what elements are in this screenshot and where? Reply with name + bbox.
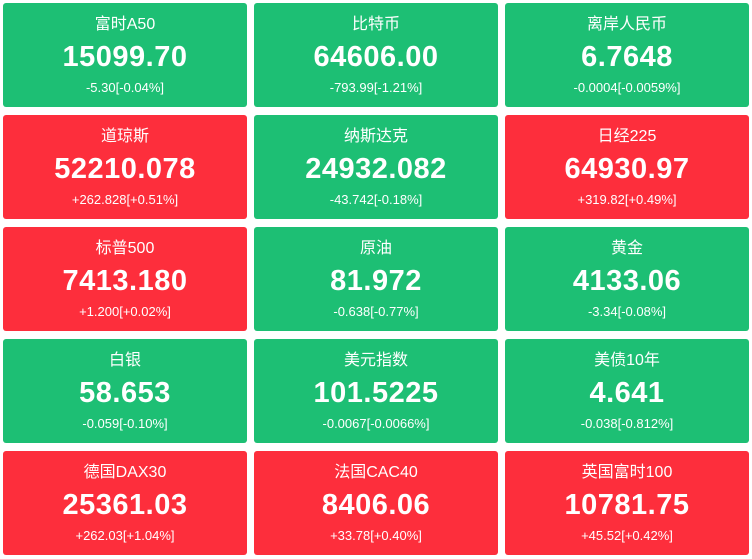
- market-change: +262.03[+1.04%]: [75, 528, 175, 543]
- market-price: 25361.03: [62, 489, 188, 521]
- market-price: 81.972: [330, 265, 422, 297]
- market-tile[interactable]: 比特币 64606.00 -793.99[-1.21%]: [254, 3, 498, 107]
- market-change: +319.82[+0.49%]: [577, 192, 677, 207]
- market-tile[interactable]: 标普500 7413.180 +1.200[+0.02%]: [3, 227, 247, 331]
- market-price: 101.5225: [313, 377, 439, 409]
- market-change: +33.78[+0.40%]: [330, 528, 422, 543]
- market-tile[interactable]: 美债10年 4.641 -0.038[-0.812%]: [505, 339, 749, 443]
- market-name: 黄金: [610, 240, 643, 257]
- market-name: 富时A50: [94, 16, 156, 33]
- market-tile[interactable]: 黄金 4133.06 -3.34[-0.08%]: [505, 227, 749, 331]
- market-tile[interactable]: 纳斯达克 24932.082 -43.742[-0.18%]: [254, 115, 498, 219]
- market-tile[interactable]: 富时A50 15099.70 -5.30[-0.04%]: [3, 3, 247, 107]
- market-change: +262.828[+0.51%]: [71, 192, 179, 207]
- market-name: 白银: [108, 352, 141, 369]
- market-change: -0.059[-0.10%]: [82, 416, 168, 431]
- market-tile[interactable]: 原油 81.972 -0.638[-0.77%]: [254, 227, 498, 331]
- market-name: 纳斯达克: [343, 128, 408, 145]
- market-change: -0.038[-0.812%]: [580, 416, 674, 431]
- market-change: -0.0004[-0.0059%]: [573, 80, 681, 95]
- market-tile[interactable]: 英国富时100 10781.75 +45.52[+0.42%]: [505, 451, 749, 555]
- market-name: 道琼斯: [100, 128, 149, 145]
- market-name: 英国富时100: [581, 464, 673, 481]
- market-name: 美元指数: [343, 352, 408, 369]
- market-change: -5.30[-0.04%]: [85, 80, 165, 95]
- market-tile[interactable]: 德国DAX30 25361.03 +262.03[+1.04%]: [3, 451, 247, 555]
- market-name: 德国DAX30: [83, 464, 167, 481]
- market-price: 24932.082: [305, 153, 447, 185]
- market-tile[interactable]: 道琼斯 52210.078 +262.828[+0.51%]: [3, 115, 247, 219]
- market-change: -43.742[-0.18%]: [329, 192, 423, 207]
- market-tile[interactable]: 离岸人民币 6.7648 -0.0004[-0.0059%]: [505, 3, 749, 107]
- market-name: 日经225: [597, 128, 657, 145]
- market-price: 6.7648: [581, 41, 673, 73]
- market-change: -0.0067[-0.0066%]: [322, 416, 430, 431]
- market-tile[interactable]: 法国CAC40 8406.06 +33.78[+0.40%]: [254, 451, 498, 555]
- market-price: 8406.06: [321, 489, 431, 521]
- market-change: +45.52[+0.42%]: [581, 528, 673, 543]
- market-price: 64606.00: [313, 41, 439, 73]
- market-price: 10781.75: [564, 489, 690, 521]
- market-name: 法国CAC40: [334, 464, 418, 481]
- market-name: 比特币: [351, 16, 400, 33]
- market-change: +1.200[+0.02%]: [79, 304, 171, 319]
- market-name: 美债10年: [594, 352, 660, 369]
- market-name: 离岸人民币: [586, 16, 667, 33]
- market-name: 标普500: [95, 240, 155, 257]
- market-price: 4133.06: [572, 265, 682, 297]
- market-price: 4.641: [589, 377, 665, 409]
- market-price: 15099.70: [62, 41, 188, 73]
- market-tile[interactable]: 白银 58.653 -0.059[-0.10%]: [3, 339, 247, 443]
- market-price: 7413.180: [62, 265, 188, 297]
- market-price: 58.653: [79, 377, 171, 409]
- market-tile[interactable]: 日经225 64930.97 +319.82[+0.49%]: [505, 115, 749, 219]
- market-price: 52210.078: [54, 153, 196, 185]
- market-change: -0.638[-0.77%]: [333, 304, 419, 319]
- market-name: 原油: [359, 240, 392, 257]
- market-price: 64930.97: [564, 153, 690, 185]
- market-change: -3.34[-0.08%]: [587, 304, 667, 319]
- market-tile[interactable]: 美元指数 101.5225 -0.0067[-0.0066%]: [254, 339, 498, 443]
- market-change: -793.99[-1.21%]: [329, 80, 423, 95]
